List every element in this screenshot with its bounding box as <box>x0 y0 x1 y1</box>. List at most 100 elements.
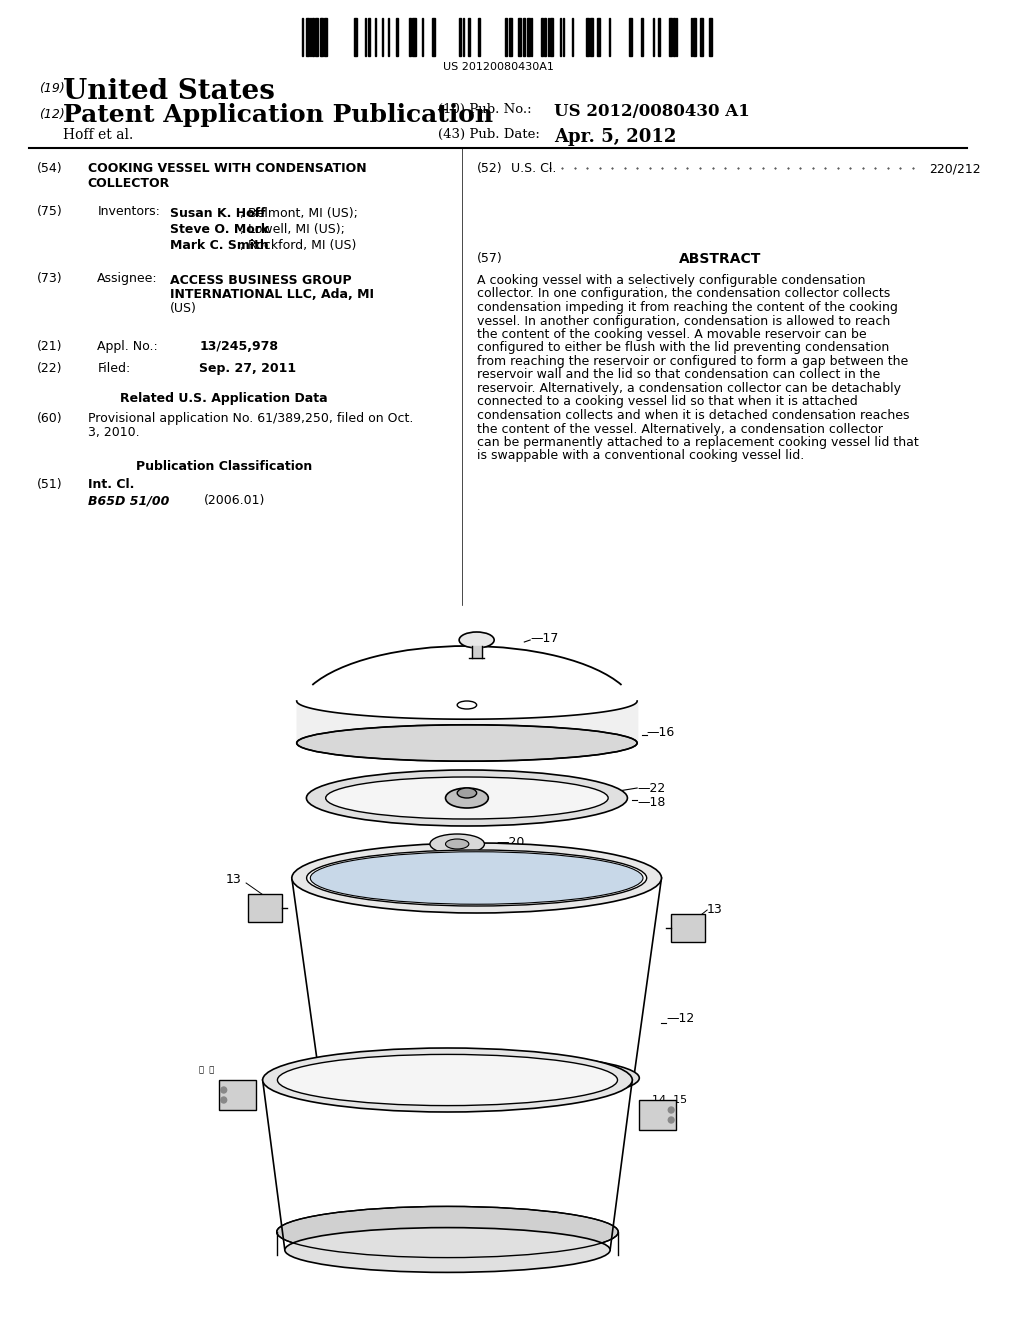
Ellipse shape <box>430 834 484 854</box>
Text: 13: 13 <box>708 903 723 916</box>
Circle shape <box>669 1117 674 1123</box>
Ellipse shape <box>306 850 647 906</box>
Bar <box>609 18 610 55</box>
Bar <box>544 18 546 55</box>
Text: US 2012/0080430 A1: US 2012/0080430 A1 <box>554 103 751 120</box>
Bar <box>322 18 324 55</box>
Text: , Rockford, MI (US): , Rockford, MI (US) <box>240 239 356 252</box>
Bar <box>368 18 370 55</box>
Bar <box>219 1080 256 1110</box>
Bar <box>309 18 310 55</box>
Text: , Lowell, MI (US);: , Lowell, MI (US); <box>240 223 345 236</box>
Bar <box>248 894 282 921</box>
Bar <box>560 18 561 55</box>
Text: ABSTRACT: ABSTRACT <box>679 252 761 267</box>
Ellipse shape <box>292 843 662 913</box>
Bar <box>505 18 507 55</box>
Ellipse shape <box>457 788 476 799</box>
Text: 13: 13 <box>225 873 242 886</box>
Text: —18: —18 <box>637 796 666 809</box>
Text: , Belmont, MI (US);: , Belmont, MI (US); <box>240 207 357 220</box>
Text: United States: United States <box>63 78 275 106</box>
Bar <box>674 18 675 55</box>
Text: Hoff et al.: Hoff et al. <box>63 128 133 143</box>
Text: 3, 2010.: 3, 2010. <box>87 426 139 440</box>
Text: —16: —16 <box>647 726 675 739</box>
Text: (22): (22) <box>37 362 62 375</box>
Bar <box>523 18 525 55</box>
Text: US 20120080430A1: US 20120080430A1 <box>442 62 554 73</box>
Text: (43) Pub. Date:: (43) Pub. Date: <box>437 128 540 141</box>
Bar <box>422 18 423 55</box>
Text: Assignee:: Assignee: <box>97 272 158 285</box>
Text: (54): (54) <box>37 162 62 176</box>
Bar <box>396 18 398 55</box>
Text: —12: —12 <box>667 1011 694 1024</box>
Bar <box>375 18 377 55</box>
Ellipse shape <box>326 777 608 818</box>
Ellipse shape <box>262 1048 632 1111</box>
Text: 14  15: 14 15 <box>651 1096 687 1105</box>
Text: Mark C. Smith: Mark C. Smith <box>170 239 269 252</box>
Bar <box>563 18 564 55</box>
Bar <box>413 18 416 55</box>
Bar <box>658 18 660 55</box>
Bar <box>692 18 695 55</box>
Text: (US): (US) <box>170 302 197 315</box>
Bar <box>319 18 321 55</box>
Circle shape <box>221 1086 226 1093</box>
Text: vessel. In another configuration, condensation is allowed to reach: vessel. In another configuration, conden… <box>476 314 890 327</box>
Ellipse shape <box>278 1055 617 1106</box>
Bar <box>311 18 313 55</box>
Bar <box>463 18 464 55</box>
Text: Sep. 27, 2011: Sep. 27, 2011 <box>200 362 297 375</box>
Bar <box>653 18 654 55</box>
Bar <box>550 18 553 55</box>
Ellipse shape <box>285 1228 610 1272</box>
Bar <box>669 18 672 55</box>
Text: condensation collects and when it is detached condensation reaches: condensation collects and when it is det… <box>476 409 909 422</box>
Text: COOKING VESSEL WITH CONDENSATION
COLLECTOR: COOKING VESSEL WITH CONDENSATION COLLECT… <box>87 162 367 190</box>
Bar <box>301 18 303 55</box>
Text: connected to a cooking vessel lid so that when it is attached: connected to a cooking vessel lid so tha… <box>476 396 857 408</box>
Bar <box>509 18 512 55</box>
Text: ACCESS BUSINESS GROUP: ACCESS BUSINESS GROUP <box>170 275 352 286</box>
Bar <box>639 1100 676 1130</box>
Text: (73): (73) <box>37 272 62 285</box>
Text: (10) Pub. No.:: (10) Pub. No.: <box>437 103 531 116</box>
Text: Appl. No.:: Appl. No.: <box>97 341 158 352</box>
Bar <box>459 18 461 55</box>
Bar <box>478 18 480 55</box>
Ellipse shape <box>314 1053 639 1102</box>
Text: ⓐ  ⓑ: ⓐ ⓑ <box>200 1065 215 1074</box>
Text: Related U.S. Application Data: Related U.S. Application Data <box>120 392 328 405</box>
Text: Int. Cl.: Int. Cl. <box>87 478 134 491</box>
Text: A cooking vessel with a selectively configurable condensation: A cooking vessel with a selectively conf… <box>476 275 865 286</box>
Bar <box>354 18 357 55</box>
Bar <box>541 18 543 55</box>
Text: (19): (19) <box>39 82 65 95</box>
Ellipse shape <box>459 632 495 648</box>
Bar <box>571 18 572 55</box>
Bar <box>387 18 389 55</box>
Bar <box>306 18 309 55</box>
Text: INTERNATIONAL LLC, Ada, MI: INTERNATIONAL LLC, Ada, MI <box>170 288 374 301</box>
Text: collector. In one configuration, the condensation collector collects: collector. In one configuration, the con… <box>476 288 890 301</box>
Circle shape <box>669 1107 674 1113</box>
Text: (75): (75) <box>37 205 62 218</box>
Ellipse shape <box>445 840 469 849</box>
Text: (12): (12) <box>39 108 65 121</box>
Bar <box>676 18 677 55</box>
Bar <box>641 18 643 55</box>
Text: —20: —20 <box>496 836 524 849</box>
Bar <box>699 18 703 55</box>
Text: (52): (52) <box>476 162 503 176</box>
Circle shape <box>221 1097 226 1104</box>
Text: can be permanently attached to a replacement cooking vessel lid that: can be permanently attached to a replace… <box>476 436 919 449</box>
Bar <box>518 18 521 55</box>
Bar <box>410 18 411 55</box>
Text: (51): (51) <box>37 478 62 491</box>
Text: Inventors:: Inventors: <box>97 205 160 218</box>
Text: U.S. Cl.: U.S. Cl. <box>511 162 556 176</box>
Text: configured to either be flush with the lid preventing condensation: configured to either be flush with the l… <box>476 342 889 355</box>
